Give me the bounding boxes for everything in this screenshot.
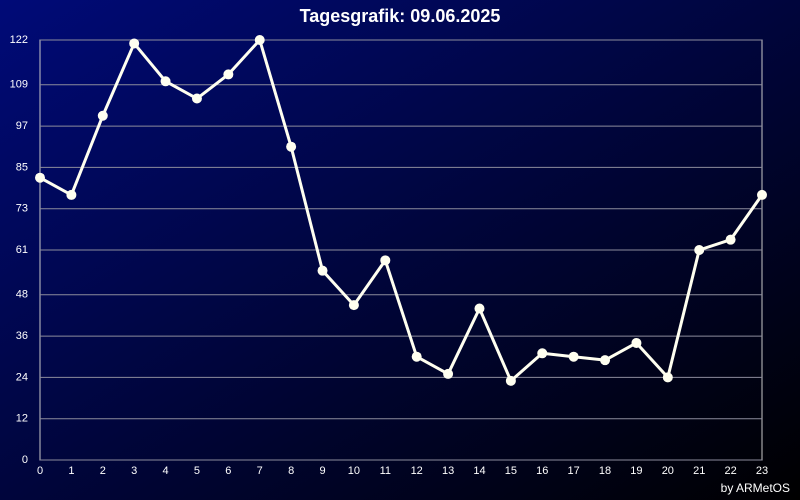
data-point [631,337,642,348]
data-point [223,69,234,80]
y-tick-label: 97 [16,120,28,132]
data-point [725,234,736,245]
y-tick-label: 85 [16,161,28,173]
y-tick-label: 122 [10,34,28,46]
x-tick-label: 11 [380,465,391,477]
data-point [317,265,328,276]
y-tick-label: 48 [16,289,28,301]
x-tick-label: 3 [131,465,137,477]
data-point [348,300,359,311]
y-tick-label: 0 [22,454,28,466]
data-point [757,189,767,200]
x-tick-label: 20 [662,465,674,477]
y-tick-label: 109 [10,79,28,91]
y-tick-label: 36 [16,330,28,342]
y-tick-label: 61 [16,244,28,256]
data-point [129,38,140,49]
data-point [286,141,297,152]
x-tick-label: 17 [568,465,580,477]
x-tick-label: 16 [536,465,548,477]
data-point [537,348,548,359]
y-tick-label: 73 [16,203,28,215]
data-point [254,35,265,45]
x-tick-label: 4 [163,465,169,477]
x-tick-label: 14 [473,465,485,477]
data-point [443,368,454,379]
data-point [474,303,485,314]
x-tick-label: 22 [724,465,736,477]
series-line [39,38,764,383]
data-point [160,76,171,87]
data-point [600,355,611,366]
x-tick-label: 5 [194,465,200,477]
credit: by ARMetOS [721,481,790,495]
x-tick-label: 12 [411,465,423,477]
data-point [568,351,579,362]
x-tick-label: 1 [68,465,74,477]
y-tick-label: 24 [16,371,28,383]
x-tick-label: 23 [756,465,768,477]
data-point [411,351,422,362]
x-tick-label: 7 [257,465,263,477]
x-tick-label: 2 [100,465,106,477]
x-tick-label: 15 [505,465,517,477]
data-point [505,375,516,386]
x-tick-label: 6 [225,465,231,477]
x-tick-label: 21 [693,465,705,477]
x-tick-label: 19 [630,465,642,477]
data-point [191,93,202,104]
x-tick-label: 8 [288,465,294,477]
data-point [66,189,77,200]
data-point [662,372,673,383]
x-tick-label: 9 [319,465,325,477]
chart-title: Tagesgrafik: 09.06.2025 [300,6,501,26]
x-tick-label: 13 [442,465,454,477]
data-point [380,255,391,266]
x-tick-label: 10 [348,465,360,477]
data-point [35,172,45,183]
x-tick-label: 0 [37,465,43,477]
data-point [97,110,108,121]
y-tick-label: 12 [16,413,28,425]
data-point [694,245,705,255]
x-tick-label: 18 [599,465,611,477]
